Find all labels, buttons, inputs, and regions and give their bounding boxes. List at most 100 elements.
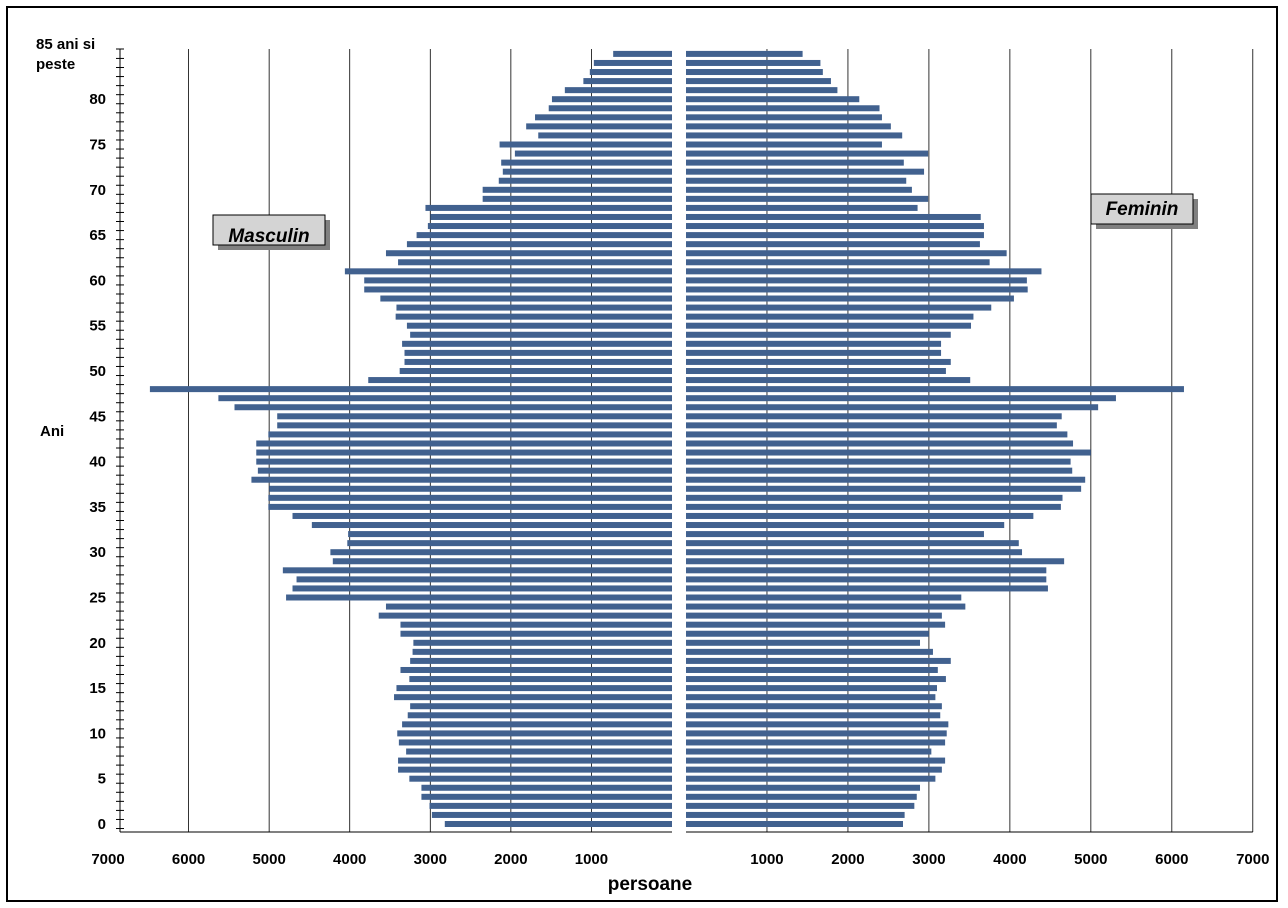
bar-feminin-age-39 bbox=[686, 467, 1073, 474]
bar-feminin-age-18 bbox=[686, 657, 951, 664]
bar-feminin-age-71 bbox=[686, 177, 907, 184]
bar-masculin-age-50 bbox=[399, 368, 672, 374]
bar-masculin-age-82 bbox=[583, 78, 672, 85]
bar-masculin-age-49 bbox=[368, 377, 672, 384]
bar-feminin-age-32 bbox=[686, 531, 984, 538]
bar-masculin-age-22 bbox=[400, 621, 672, 628]
bar-masculin-age-62 bbox=[398, 259, 672, 266]
legend-feminin: Feminin bbox=[1090, 193, 1198, 229]
bar-feminin-age-73 bbox=[686, 159, 904, 166]
bar-masculin-age-55 bbox=[406, 322, 672, 329]
bar-feminin-age-12 bbox=[686, 712, 941, 719]
bar-masculin-age-66 bbox=[427, 223, 672, 230]
bar-feminin-age-50 bbox=[686, 368, 946, 374]
bar-feminin-age-74 bbox=[686, 150, 929, 157]
bar-feminin-age-54 bbox=[686, 331, 951, 338]
bar-masculin-age-79 bbox=[548, 105, 672, 112]
bar-feminin-age-42 bbox=[686, 440, 1074, 447]
bar-masculin-age-68 bbox=[425, 204, 672, 211]
legend-label-feminin: Feminin bbox=[1106, 199, 1179, 220]
bar-masculin-age-45 bbox=[277, 413, 672, 420]
bar-masculin-age-67 bbox=[430, 213, 672, 220]
age-top-label: 85 ani si bbox=[36, 36, 95, 53]
bar-masculin-age-41 bbox=[256, 449, 672, 456]
bar-masculin-age-69 bbox=[482, 195, 672, 202]
bar-masculin-age-36 bbox=[268, 494, 672, 501]
bar-masculin-age-3 bbox=[421, 793, 672, 800]
bar-masculin-age-8 bbox=[406, 748, 672, 755]
bar-masculin-age-59 bbox=[364, 286, 672, 293]
bar-feminin-age-68 bbox=[686, 204, 918, 211]
x-tick-label-right: 1000 bbox=[750, 851, 783, 868]
population-pyramid-chart: 0 5 10 15 20 25 30 35 40 45 50 55 60 65 70 75 80 85 ani s… bbox=[36, 36, 1269, 895]
bar-feminin-age-46 bbox=[686, 404, 1099, 411]
bar-feminin-age-7 bbox=[686, 757, 946, 764]
x-tick-label-right: 3000 bbox=[912, 851, 945, 868]
bar-masculin-age-83 bbox=[589, 69, 672, 76]
x-tick-label-right: 4000 bbox=[993, 851, 1026, 868]
bar-masculin-age-4 bbox=[421, 784, 672, 791]
bar-feminin-age-16 bbox=[686, 676, 946, 683]
bar-masculin-age-64 bbox=[406, 241, 672, 248]
bar-feminin-age-75 bbox=[686, 141, 882, 148]
x-tick-label-left: 1000 bbox=[575, 851, 608, 868]
bar-feminin-age-45 bbox=[686, 413, 1062, 420]
age-tick-label: 25 bbox=[89, 590, 106, 607]
bar-masculin-age-33 bbox=[311, 522, 672, 529]
bar-feminin-age-69 bbox=[686, 195, 929, 202]
bar-feminin-age-14 bbox=[686, 694, 936, 701]
bar-feminin-age-57 bbox=[686, 304, 992, 311]
x-tick-label-left: 2000 bbox=[494, 851, 527, 868]
bar-feminin-age-0 bbox=[686, 821, 903, 827]
bar-feminin-age-30 bbox=[686, 549, 1023, 556]
bar-masculin-age-24 bbox=[385, 603, 672, 610]
bar-feminin-age-21 bbox=[686, 630, 929, 637]
bar-masculin-age-74 bbox=[514, 150, 672, 157]
bar-masculin-age-15 bbox=[396, 685, 672, 692]
bar-masculin-age-78 bbox=[535, 114, 672, 121]
bar-feminin-age-56 bbox=[686, 313, 974, 320]
bar-masculin-age-53 bbox=[402, 340, 672, 347]
bar-feminin-age-70 bbox=[686, 186, 912, 193]
bar-feminin-age-11 bbox=[686, 721, 949, 728]
age-tick-label: 10 bbox=[89, 725, 106, 742]
bar-masculin-age-37 bbox=[269, 485, 672, 492]
bar-feminin-age-27 bbox=[686, 576, 1047, 583]
bar-feminin-age-2 bbox=[686, 802, 915, 809]
bar-masculin-age-7 bbox=[398, 757, 672, 764]
bar-masculin-age-32 bbox=[348, 531, 672, 538]
bar-feminin-age-44 bbox=[686, 422, 1057, 429]
bar-masculin-age-30 bbox=[330, 549, 672, 556]
legend-masculin: Masculin bbox=[212, 214, 330, 250]
bar-masculin-age-60 bbox=[364, 277, 672, 284]
age-tick-label: 15 bbox=[89, 680, 106, 697]
x-tick-label-right: 5000 bbox=[1074, 851, 1107, 868]
age-tick-label: 40 bbox=[89, 454, 106, 471]
age-tick-label: 70 bbox=[89, 182, 106, 199]
bar-feminin-age-55 bbox=[686, 322, 972, 329]
bar-feminin-age-4 bbox=[686, 784, 921, 791]
bar-feminin-age-60 bbox=[686, 277, 1027, 284]
age-tick-label: 0 bbox=[98, 816, 106, 833]
bar-feminin-age-35 bbox=[686, 503, 1061, 510]
bar-masculin-age-31 bbox=[347, 540, 672, 547]
bar-feminin-age-20 bbox=[686, 639, 921, 646]
bar-feminin-age-13 bbox=[686, 703, 942, 710]
bar-feminin-age-51 bbox=[686, 358, 951, 365]
x-tick-label-left: 3000 bbox=[414, 851, 447, 868]
bar-feminin-age-67 bbox=[686, 213, 981, 220]
bar-masculin-age-12 bbox=[407, 712, 672, 719]
bar-masculin-age-5 bbox=[409, 775, 672, 782]
bar-feminin-age-38 bbox=[686, 476, 1086, 483]
bar-masculin-age-43 bbox=[268, 431, 672, 438]
bar-masculin-age-61 bbox=[344, 268, 672, 275]
bar-feminin-age-63 bbox=[686, 250, 1007, 257]
x-tick-label-left: 4000 bbox=[333, 851, 366, 868]
bar-feminin-age-66 bbox=[686, 223, 984, 230]
bar-feminin-age-36 bbox=[686, 494, 1063, 501]
bar-masculin-age-75 bbox=[499, 141, 672, 148]
bar-masculin-age-77 bbox=[526, 123, 672, 130]
age-tick-label: 30 bbox=[89, 544, 106, 561]
bar-feminin-age-82 bbox=[686, 78, 831, 85]
bar-masculin-age-29 bbox=[332, 558, 672, 565]
